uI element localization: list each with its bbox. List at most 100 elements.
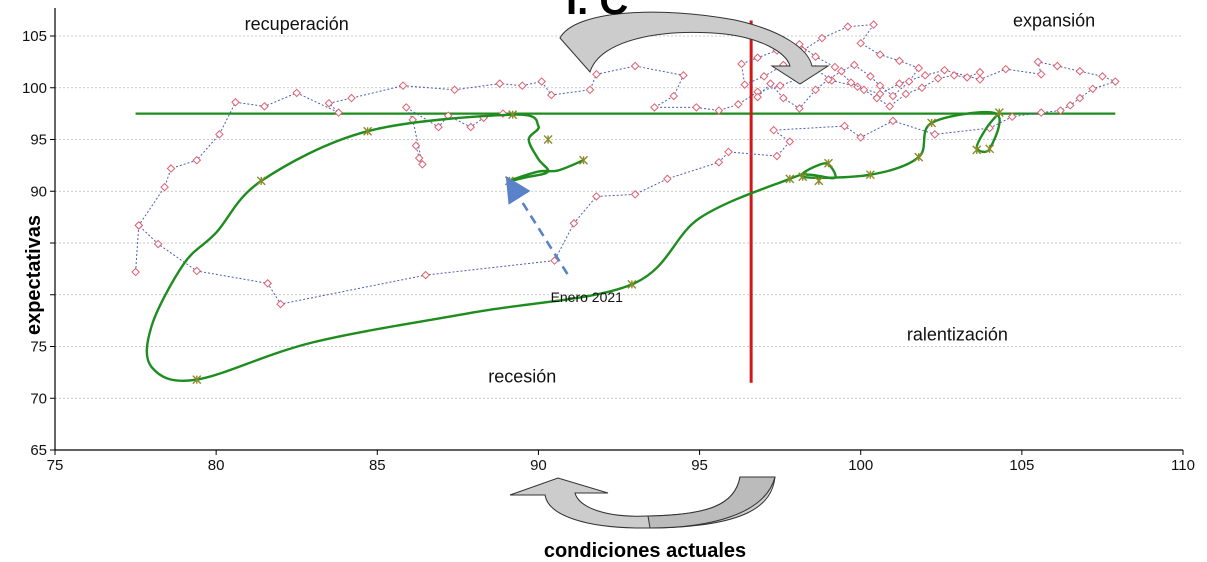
- history-point: [975, 67, 985, 77]
- current-point: [994, 108, 1004, 118]
- history-point: [1033, 57, 1043, 67]
- current-point: [192, 375, 202, 385]
- history-point: [733, 100, 743, 109]
- history-point: [1056, 106, 1065, 115]
- x-axis-title: condiciones actuales: [544, 540, 746, 562]
- history-point: [231, 97, 240, 107]
- y-tick-label: 70: [30, 390, 47, 407]
- cycle-arrow-top-icon: [559, 11, 830, 85]
- current-point: [363, 126, 373, 136]
- history-point: [450, 85, 459, 95]
- history-point: [895, 79, 904, 88]
- history-point: [856, 38, 866, 48]
- current-point: [814, 176, 824, 186]
- y-tick-label: 105: [22, 28, 47, 45]
- reference-lines: [135, 20, 1116, 383]
- current-point: [627, 279, 637, 289]
- current-point: [543, 135, 553, 144]
- history-point: [518, 81, 527, 90]
- current-point: [823, 158, 833, 168]
- current-point: [972, 145, 982, 155]
- history-point: [215, 130, 224, 139]
- y-tick-label: 75: [30, 339, 47, 356]
- history-point: [131, 267, 140, 277]
- current-point: [785, 174, 795, 184]
- history-point: [1075, 93, 1085, 103]
- history-point: [901, 89, 911, 99]
- history-point: [920, 71, 930, 80]
- title-fragment: I. C: [566, 0, 628, 23]
- quadrant-label: recuperación: [245, 14, 349, 34]
- history-point: [1065, 101, 1075, 110]
- history-point: [769, 125, 779, 135]
- current-markers: [192, 108, 1004, 385]
- y-tick-label: 100: [22, 80, 47, 97]
- history-point: [875, 81, 885, 90]
- history-point: [895, 56, 904, 66]
- history-point: [930, 130, 940, 139]
- history-point: [334, 108, 343, 117]
- history-point: [888, 116, 898, 126]
- history-point: [263, 279, 273, 288]
- history-point: [1007, 112, 1017, 122]
- history-point: [859, 85, 869, 95]
- history-point: [276, 299, 285, 309]
- history-point: [1075, 66, 1085, 76]
- x-tick-label: 85: [369, 457, 386, 474]
- history-point: [714, 157, 724, 167]
- history-point: [592, 69, 601, 79]
- history-point: [630, 190, 640, 199]
- history-point: [885, 102, 895, 111]
- history-point: [869, 20, 878, 29]
- history-point: [153, 239, 163, 249]
- current-point: [798, 172, 808, 182]
- history-point: [569, 219, 579, 228]
- history-series-line: [740, 24, 981, 110]
- history-point: [166, 164, 176, 173]
- current-point: [865, 170, 875, 180]
- history-point: [914, 63, 924, 73]
- quadrant-label: ralentización: [907, 324, 1008, 344]
- y-axis-title: expectativas: [23, 215, 45, 335]
- history-point: [160, 182, 169, 192]
- history-point: [1053, 61, 1062, 71]
- history-point: [537, 77, 546, 86]
- history-point: [740, 80, 749, 89]
- annotation: Enero 2021: [505, 175, 623, 305]
- history-point: [759, 72, 769, 81]
- history-point: [775, 81, 785, 90]
- x-tick-label: 90: [530, 457, 547, 474]
- current-point: [914, 152, 924, 162]
- x-tick-label: 110: [1171, 457, 1195, 474]
- history-point: [692, 103, 701, 112]
- history-point: [630, 61, 640, 71]
- history-point: [933, 74, 943, 83]
- quadrant-label: recesión: [488, 367, 556, 387]
- axes: [50, 8, 1184, 455]
- history-point: [849, 60, 859, 70]
- gridlines: [55, 35, 1183, 451]
- history-series-line: [135, 61, 1117, 305]
- x-tick-label: 105: [1009, 457, 1034, 474]
- history-point: [1088, 84, 1098, 94]
- y-tick-label: 90: [30, 183, 47, 200]
- history-point: [795, 104, 804, 113]
- current-point: [579, 155, 589, 165]
- history-point: [975, 75, 985, 84]
- current-point: [508, 110, 518, 120]
- history-point: [772, 151, 782, 161]
- history-point: [817, 33, 827, 43]
- history-point: [134, 221, 144, 230]
- history-point: [753, 53, 762, 63]
- history-point: [347, 93, 356, 103]
- history-point: [940, 65, 949, 75]
- y-tick-label: 95: [30, 132, 47, 149]
- history-point: [846, 78, 856, 87]
- x-tick-label: 75: [47, 457, 64, 474]
- history-point: [418, 160, 427, 169]
- history-point: [411, 141, 421, 151]
- history-point: [837, 66, 846, 76]
- current-point: [927, 118, 937, 128]
- history-point: [824, 75, 833, 84]
